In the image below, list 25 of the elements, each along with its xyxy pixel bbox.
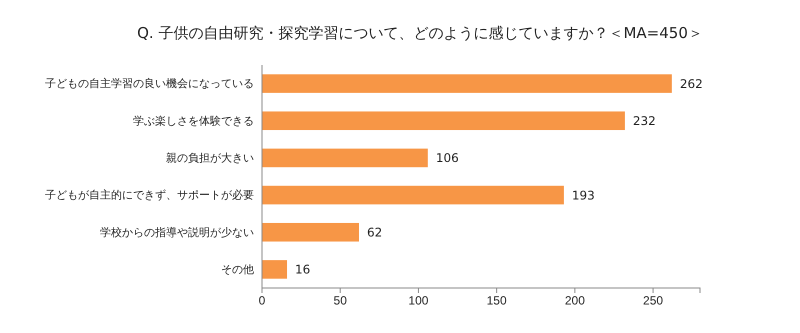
bar bbox=[262, 260, 288, 279]
bar bbox=[262, 186, 564, 204]
y-tick-label: 学校からの指導や説明が少ない bbox=[100, 226, 254, 239]
x-tick-label: 0 bbox=[258, 294, 266, 308]
x-tick-label: 150 bbox=[486, 294, 507, 308]
chart-title: Q. 子供の自由研究・探究学習について、どのように感じていますか？＜MA=450＞ bbox=[137, 24, 703, 42]
x-tick-label: 50 bbox=[334, 294, 348, 308]
y-tick-label: その他 bbox=[221, 264, 254, 276]
data-label: 193 bbox=[572, 188, 595, 202]
data-label: 16 bbox=[295, 262, 310, 277]
x-tick-label: 100 bbox=[408, 294, 429, 308]
bar bbox=[262, 148, 428, 168]
data-label: 106 bbox=[436, 151, 459, 166]
bar bbox=[262, 222, 359, 242]
data-label: 62 bbox=[366, 225, 382, 240]
y-tick-label: 子どもが自主的にできず、サポートが必要 bbox=[45, 188, 254, 202]
y-tick-label: 子どもの自主学習の良い機会になっている bbox=[45, 77, 254, 90]
data-label: 232 bbox=[632, 114, 656, 128]
x-tick-label: 250 bbox=[643, 294, 664, 308]
y-tick-label: 親の負担が大きい bbox=[166, 151, 254, 164]
x-tick-label: 200 bbox=[564, 294, 586, 308]
bar bbox=[262, 74, 672, 93]
bar bbox=[262, 111, 625, 130]
y-tick-label: 学ぶ楽しさを体験できる bbox=[133, 115, 254, 128]
data-label: 262 bbox=[680, 76, 703, 91]
